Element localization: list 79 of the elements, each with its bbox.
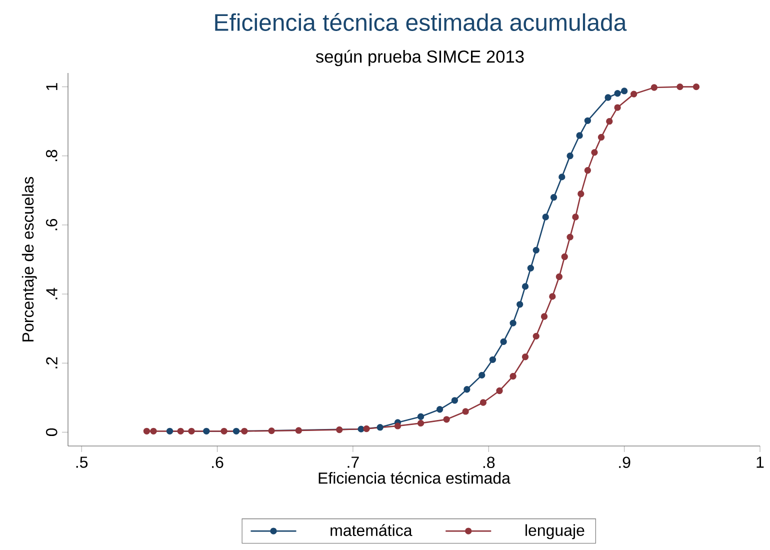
point xyxy=(166,428,174,434)
point xyxy=(358,426,364,432)
point xyxy=(232,428,240,434)
point xyxy=(692,83,700,90)
point xyxy=(241,428,248,434)
y-tick-label: 1 xyxy=(46,83,58,90)
point xyxy=(550,194,558,201)
point xyxy=(480,399,487,406)
x-tick-label: .5 xyxy=(76,456,88,468)
point xyxy=(532,246,540,254)
x-tick-label: .7 xyxy=(348,456,359,468)
y-tick-label: .8 xyxy=(46,150,58,162)
point xyxy=(295,427,302,434)
point xyxy=(363,425,370,432)
y-tick-label: .2 xyxy=(46,357,58,368)
point xyxy=(606,118,613,125)
point xyxy=(576,132,583,139)
point xyxy=(532,332,540,340)
point xyxy=(566,152,574,160)
point xyxy=(522,283,529,290)
x-tick-label: .8 xyxy=(483,456,495,468)
legend-label: lenguaje xyxy=(526,524,584,540)
point xyxy=(540,313,548,320)
point xyxy=(188,428,195,434)
point xyxy=(489,356,496,363)
point xyxy=(527,264,534,272)
x-tick-label: 1 xyxy=(756,456,764,468)
point xyxy=(620,88,628,94)
point xyxy=(376,424,384,431)
x-axis-title: Eficiencia técnica estimada xyxy=(318,472,510,484)
point xyxy=(464,386,470,393)
point xyxy=(143,428,150,434)
x-tick-label: .9 xyxy=(619,456,630,468)
point xyxy=(510,372,516,380)
point xyxy=(549,293,556,300)
point xyxy=(542,214,549,220)
point xyxy=(394,422,402,430)
point xyxy=(443,416,450,423)
point xyxy=(572,214,579,220)
point xyxy=(220,428,228,434)
point xyxy=(676,83,684,90)
point xyxy=(650,84,658,91)
legend-label: matemática xyxy=(330,524,412,536)
point xyxy=(451,397,458,404)
point xyxy=(578,190,584,198)
point xyxy=(496,387,503,394)
point xyxy=(604,94,612,101)
y-tick-label: .4 xyxy=(46,288,58,300)
point xyxy=(566,234,574,240)
point xyxy=(268,427,275,434)
point xyxy=(591,149,598,156)
point xyxy=(558,174,566,180)
chart-subtitle: según prueba SIMCE 2013 xyxy=(316,50,524,66)
point xyxy=(561,253,568,260)
point xyxy=(516,301,524,308)
x-tick-label: .6 xyxy=(212,456,224,468)
point xyxy=(462,408,469,415)
y-tick-label: .6 xyxy=(46,218,58,230)
y-tick-label: 0 xyxy=(46,428,58,436)
y-axis-title: Porcentaje de escuelas xyxy=(22,176,37,342)
point xyxy=(203,428,210,434)
point xyxy=(614,104,621,111)
point xyxy=(436,406,444,413)
point xyxy=(417,420,424,427)
point xyxy=(522,354,529,360)
chart-title: Eficiencia técnica estimada acumulada xyxy=(215,13,627,31)
point xyxy=(598,134,605,141)
point xyxy=(630,90,638,98)
point xyxy=(336,426,343,434)
point xyxy=(150,428,157,434)
point xyxy=(614,90,621,97)
point xyxy=(510,320,516,326)
point xyxy=(584,167,592,174)
point xyxy=(478,372,486,379)
point xyxy=(500,338,507,346)
point xyxy=(556,273,563,280)
point xyxy=(177,428,184,434)
point xyxy=(417,413,424,420)
point xyxy=(584,117,592,124)
